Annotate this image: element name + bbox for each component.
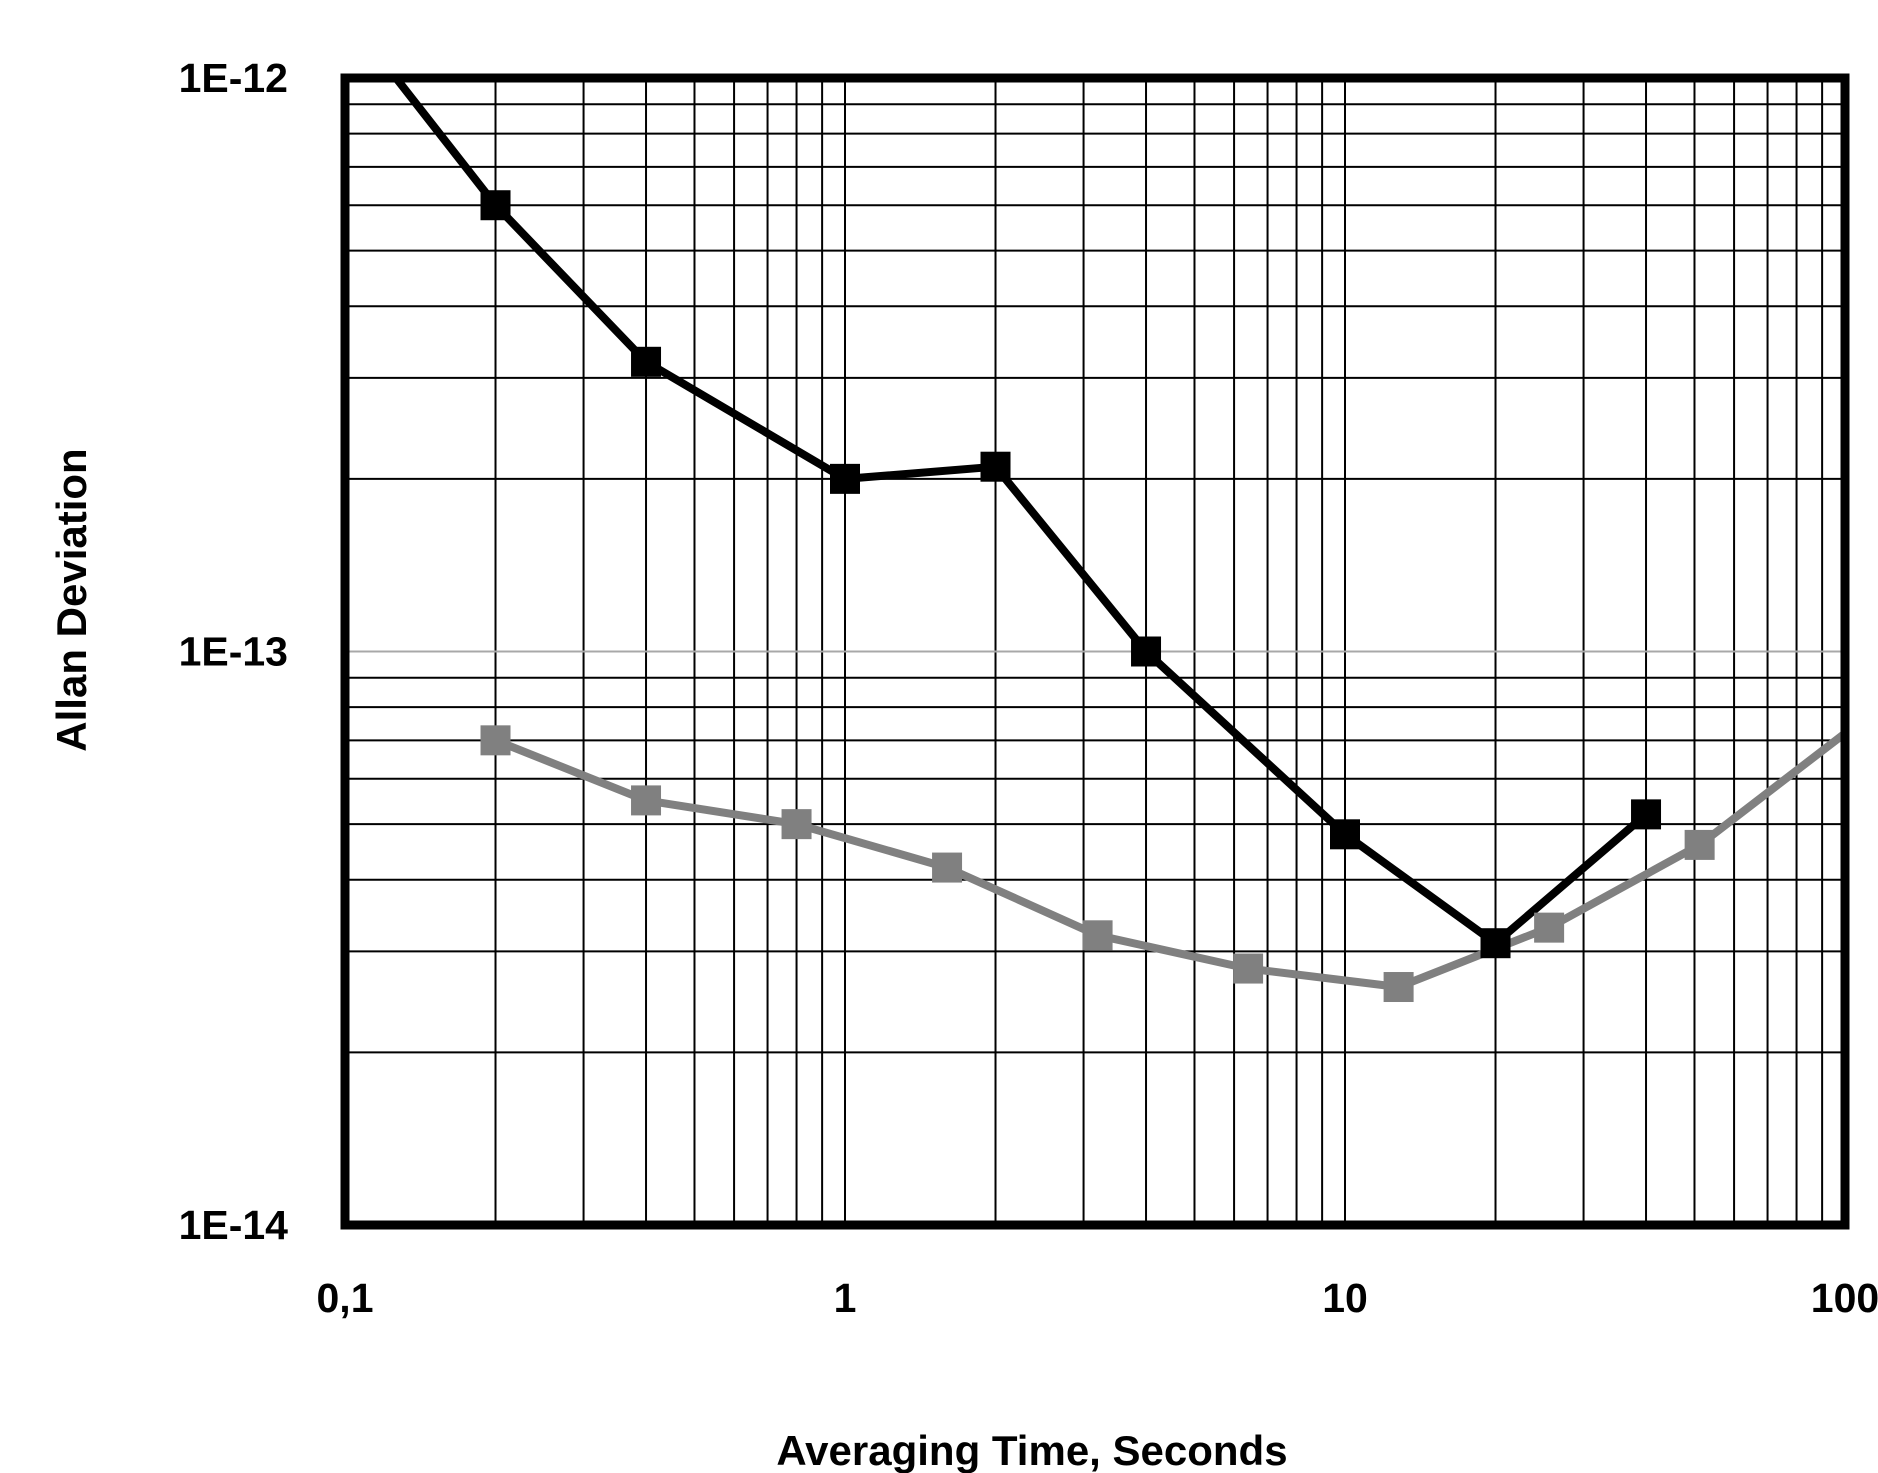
series-1-point <box>480 190 511 221</box>
plot-frame <box>340 73 1850 1230</box>
series-2-point <box>480 725 511 756</box>
series-2-point <box>631 785 662 816</box>
series-1-point <box>830 463 860 494</box>
series-2-point <box>1383 972 1414 1003</box>
y-tick-label: 1E-12 <box>179 55 288 101</box>
data-series <box>390 78 1845 991</box>
series-2-point <box>1233 953 1264 984</box>
x-tick-labels: 0,1 1 10 100 <box>317 1275 1878 1321</box>
y-tick-label: 1E-14 <box>179 1202 289 1248</box>
grid-lines <box>345 78 1845 1225</box>
series-2-point <box>1082 920 1113 951</box>
y-tick-label: 1E-13 <box>179 629 288 675</box>
x-tick-label: 10 <box>1322 1275 1368 1321</box>
x-axis-title: Averaging Time, Seconds <box>776 1427 1287 1473</box>
series-2-point <box>932 852 963 883</box>
series-2-line <box>494 730 1845 991</box>
series-1-point <box>1131 636 1162 667</box>
x-tick-label: 100 <box>1811 1275 1878 1321</box>
series-2-point <box>1534 912 1565 943</box>
x-tick-label: 0,1 <box>317 1275 374 1321</box>
y-axis-title: Allan Deviation <box>48 448 95 751</box>
series-1-point <box>631 346 662 377</box>
series-1-point <box>1480 928 1511 959</box>
x-tick-label: 1 <box>834 1275 857 1321</box>
series-2-point <box>781 809 812 840</box>
series-1-point <box>980 451 1011 482</box>
series-1-point <box>1330 819 1360 850</box>
series-2-point <box>1684 829 1715 860</box>
y-tick-labels: 1E-14 1E-13 1E-12 <box>179 55 289 1248</box>
data-markers <box>480 190 1715 1003</box>
series-1-point <box>1631 799 1662 830</box>
